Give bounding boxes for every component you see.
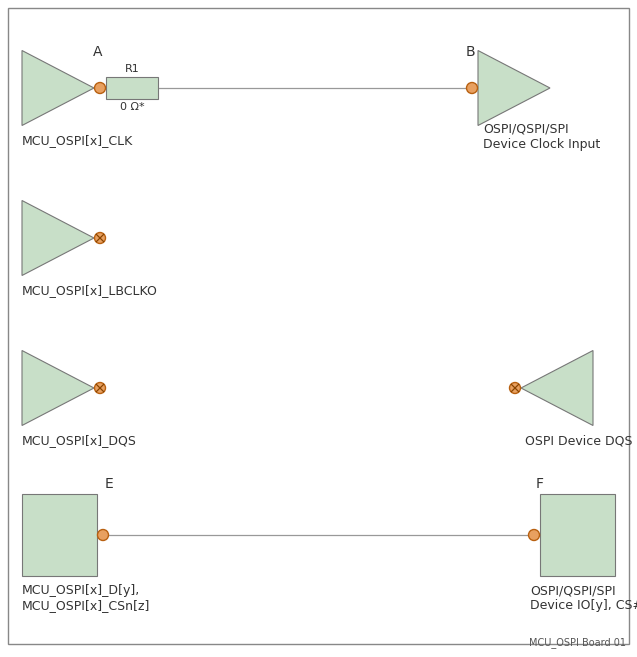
Circle shape: [97, 530, 108, 541]
Text: B: B: [465, 45, 475, 59]
Bar: [22, 494, 97, 576]
Text: MCU_OSPI[x]_D[y],
MCU_OSPI[x]_CSn[z]: MCU_OSPI[x]_D[y], MCU_OSPI[x]_CSn[z]: [22, 584, 150, 612]
Text: R1: R1: [125, 64, 140, 74]
Polygon shape: [22, 200, 94, 275]
Text: OSPI/QSPI/SPI
Device IO[y], CS#: OSPI/QSPI/SPI Device IO[y], CS#: [530, 584, 637, 612]
Polygon shape: [22, 350, 94, 426]
Text: A: A: [93, 45, 103, 59]
Circle shape: [510, 382, 520, 394]
Text: MCU_OSPI[x]_CLK: MCU_OSPI[x]_CLK: [22, 134, 133, 147]
Circle shape: [94, 83, 106, 93]
Bar: [106, 77, 158, 99]
Bar: [540, 494, 615, 576]
Text: MCU_OSPI[x]_DQS: MCU_OSPI[x]_DQS: [22, 434, 137, 447]
Circle shape: [529, 530, 540, 541]
Polygon shape: [521, 350, 593, 426]
Text: OSPI/QSPI/SPI
Device Clock Input: OSPI/QSPI/SPI Device Clock Input: [483, 123, 600, 151]
Polygon shape: [22, 51, 94, 125]
Text: F: F: [536, 477, 544, 491]
Circle shape: [94, 382, 106, 394]
Circle shape: [466, 83, 478, 93]
Polygon shape: [478, 51, 550, 125]
Circle shape: [94, 233, 106, 244]
Text: 0 Ω*: 0 Ω*: [120, 102, 145, 112]
Text: MCU_OSPI[x]_LBCLKO: MCU_OSPI[x]_LBCLKO: [22, 284, 158, 297]
Text: E: E: [105, 477, 114, 491]
Text: MCU_OSPI Board 01: MCU_OSPI Board 01: [529, 637, 626, 648]
Text: OSPI Device DQS: OSPI Device DQS: [525, 434, 633, 447]
